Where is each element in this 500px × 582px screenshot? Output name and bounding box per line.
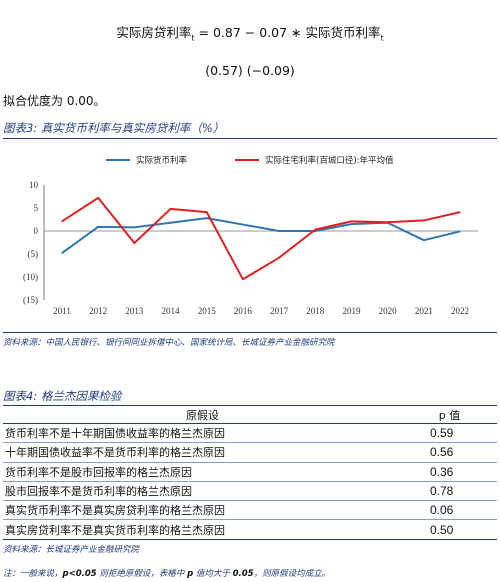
x-tick-label: 2015 bbox=[198, 306, 217, 316]
x-tick-label: 2018 bbox=[306, 306, 325, 316]
equation-lhs: 实际房贷利率 bbox=[116, 25, 192, 40]
granger-table: 原假设 p 值 货币利率不是十年期国债收益率的格兰杰原因 0.59 十年期国债收益… bbox=[3, 406, 497, 540]
row-p-value: 0.06 bbox=[402, 500, 497, 521]
series-point bbox=[242, 223, 244, 226]
series-point bbox=[206, 217, 208, 219]
fig3-top-rule bbox=[3, 138, 497, 139]
col-hypothesis: 原假设 bbox=[3, 406, 402, 424]
x-tick-label: 2014 bbox=[162, 306, 181, 316]
series-point bbox=[278, 257, 280, 259]
series-point bbox=[387, 221, 389, 223]
y-tick-label: 0 bbox=[34, 226, 39, 236]
x-tick-label: 2011 bbox=[53, 306, 71, 316]
x-tick-label: 2013 bbox=[125, 306, 144, 316]
fig3-source: 资料来源：中国人民银行、银行间同业拆借中心、国家统计局、长城证券产业金融研究院 bbox=[3, 338, 335, 348]
note-bold2: p bbox=[187, 569, 194, 579]
series-line-2 bbox=[61, 196, 461, 281]
table-row: 真实房贷利率不是真实货币利率的格兰杰原因 0.50 bbox=[3, 519, 497, 540]
footnote: 注：一般来说，p<0.05 则拒绝原假设，表格中 p 值均大于 0.05，则原假… bbox=[3, 567, 330, 579]
table-row: 十年期国债收益率不是货币利率的格兰杰原因 0.56 bbox=[3, 442, 497, 463]
table-header-row: 原假设 p 值 bbox=[3, 406, 497, 424]
note-mid: 则拒绝原假设，表格中 bbox=[96, 569, 188, 579]
x-tick-label: 2012 bbox=[89, 306, 107, 316]
series-point bbox=[242, 278, 244, 280]
series-point bbox=[350, 220, 353, 222]
col-p-value: p 值 bbox=[402, 406, 497, 424]
note-post: ，则原假设均成立。 bbox=[253, 569, 331, 579]
row-p-value: 0.50 bbox=[402, 519, 497, 540]
series-point bbox=[350, 223, 353, 225]
chart-legend: 实际货币利率 实际住宅利率(百城口径):年平均值 bbox=[106, 155, 394, 166]
chart-axes: 10 5 0 (5) (10) (15) 2011 2012 2013 2014 2015 2016 2… bbox=[23, 180, 478, 316]
note-pre: 注：一般来说， bbox=[3, 569, 63, 579]
fig4-source: 资料来源：长城证券产业金融研究院 bbox=[3, 545, 140, 555]
x-tick-label: 2022 bbox=[451, 306, 469, 316]
x-tick-label: 2021 bbox=[415, 306, 433, 316]
series-point bbox=[423, 219, 425, 222]
row-p-value: 0.36 bbox=[402, 462, 497, 482]
y-tick-label: 10 bbox=[29, 180, 39, 190]
row-p-value: 0.78 bbox=[402, 481, 497, 502]
fig3-bottom-rule bbox=[3, 332, 497, 333]
row-hypothesis: 货币利率不是股市回报率的格兰杰原因 bbox=[3, 462, 402, 482]
series-point bbox=[459, 211, 461, 213]
row-p-value: 0.56 bbox=[402, 442, 497, 463]
legend-label-1: 实际货币利率 bbox=[136, 155, 188, 166]
note-bold3: 0.05 bbox=[232, 569, 254, 579]
note-bold1: p<0.05 bbox=[62, 569, 97, 579]
series-point bbox=[61, 252, 63, 254]
equation-rhs: = 0.87 − 0.07 ∗ 实际货币利率 bbox=[198, 25, 381, 40]
equation-rhs-sub: t bbox=[380, 33, 384, 43]
fit-text: 拟合优度为 0.00。 bbox=[3, 94, 106, 108]
series-point bbox=[61, 220, 63, 222]
regression-equation: 实际房贷利率t = 0.87 − 0.07 ∗ 实际货币利率t bbox=[0, 22, 500, 43]
row-hypothesis: 十年期国债收益率不是货币利率的格兰杰原因 bbox=[3, 442, 402, 463]
chart-lines bbox=[61, 196, 461, 281]
series-point bbox=[423, 239, 425, 241]
fig3-title: 图表3: 真实货币利率与真实房贷利率（%） bbox=[3, 121, 225, 135]
y-tick-label: (10) bbox=[23, 272, 38, 282]
series-line-1 bbox=[61, 217, 461, 254]
x-tick-label: 2017 bbox=[270, 306, 289, 316]
series-point bbox=[459, 230, 461, 233]
series-point bbox=[169, 222, 172, 224]
series-point bbox=[133, 226, 135, 228]
series-point bbox=[133, 242, 135, 244]
series-point bbox=[206, 211, 208, 213]
y-tick-label: (15) bbox=[23, 295, 38, 305]
row-hypothesis: 真实房贷利率不是真实货币利率的格兰杰原因 bbox=[3, 519, 402, 540]
series-point bbox=[97, 197, 99, 199]
legend-label-2: 实际住宅利率(百城口径):年平均值 bbox=[265, 155, 394, 166]
row-hypothesis: 货币利率不是十年期国债收益率的格兰杰原因 bbox=[3, 423, 402, 444]
fig4-top-rule bbox=[3, 405, 497, 406]
fig4-title: 图表4: 格兰杰因果检验 bbox=[3, 389, 122, 403]
x-tick-label: 2016 bbox=[234, 306, 253, 316]
row-p-value: 0.59 bbox=[402, 423, 497, 444]
series-point bbox=[97, 226, 99, 228]
equation-lhs-sub: t bbox=[191, 33, 195, 43]
standard-errors: (0.57) (−0.09) bbox=[205, 63, 295, 78]
row-hypothesis: 真实货币利率不是真实房贷利率的格兰杰原因 bbox=[3, 500, 402, 521]
table-row: 真实货币利率不是真实房贷利率的格兰杰原因 0.06 bbox=[3, 500, 497, 521]
x-tick-label: 2019 bbox=[342, 306, 361, 316]
x-tick-label: 2020 bbox=[379, 306, 398, 316]
row-hypothesis: 股市回报率不是货币利率的格兰杰原因 bbox=[3, 481, 402, 502]
table-row: 货币利率不是股市回报率的格兰杰原因 0.36 bbox=[3, 462, 497, 482]
y-tick-label: (5) bbox=[28, 249, 39, 259]
note-mid2: 值均大于 bbox=[193, 569, 233, 579]
series-point bbox=[169, 208, 172, 210]
table-row: 股市回报率不是货币利率的格兰杰原因 0.78 bbox=[3, 481, 497, 502]
y-tick-label: 5 bbox=[34, 203, 39, 213]
line-chart: 实际货币利率 实际住宅利率(百城口径):年平均值 10 5 0 (5) (10) (15) 2… bbox=[23, 155, 478, 316]
series-point bbox=[314, 229, 316, 231]
table-row: 货币利率不是十年期国债收益率的格兰杰原因 0.59 bbox=[3, 423, 497, 444]
series-point bbox=[278, 230, 280, 232]
